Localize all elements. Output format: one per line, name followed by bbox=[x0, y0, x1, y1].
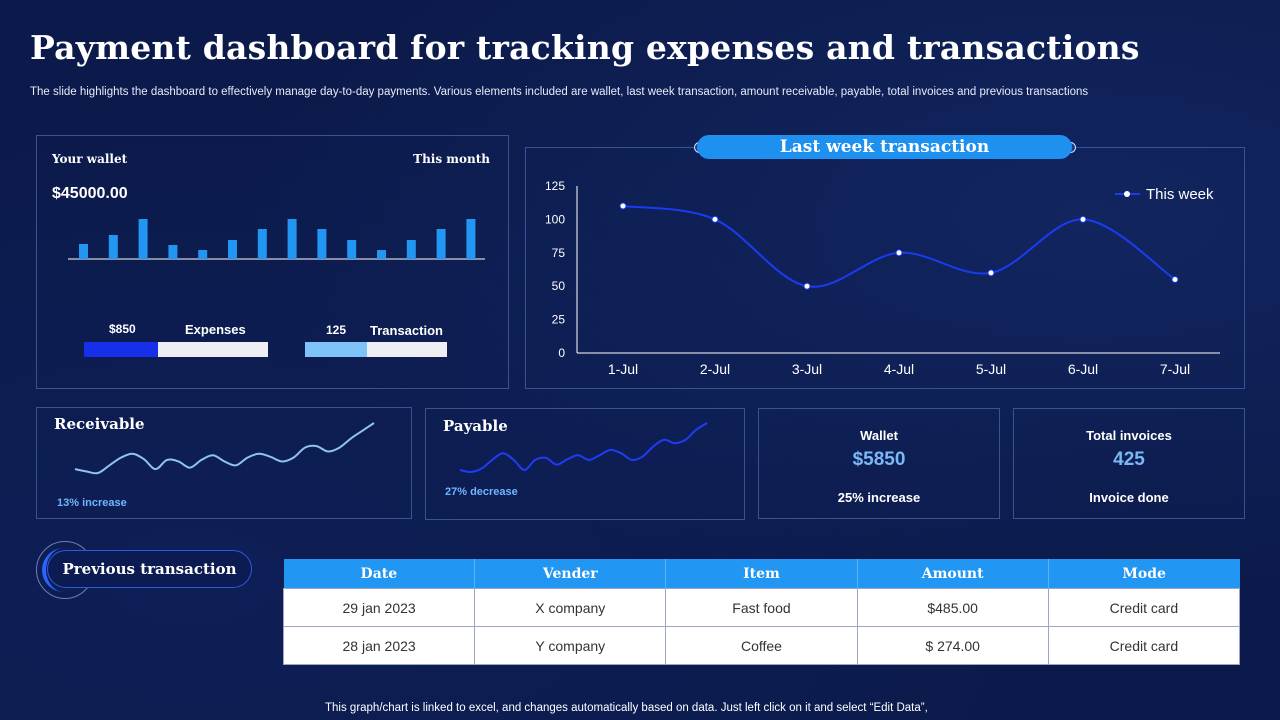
table-header-row: Date Vender Item Amount Mode bbox=[283, 559, 1240, 589]
cell-vender: Y company bbox=[474, 626, 667, 665]
receivable-title: Receivable bbox=[54, 415, 145, 433]
invoices-stat-note: Invoice done bbox=[1089, 490, 1169, 505]
wallet-bar bbox=[108, 235, 118, 259]
wallet-period: This month bbox=[413, 152, 490, 166]
wallet-amount: $45000.00 bbox=[52, 185, 128, 202]
expenses-label: Expenses bbox=[185, 322, 246, 337]
x-tick-label: 6-Jul bbox=[1068, 361, 1098, 377]
sparkline-path bbox=[459, 422, 708, 474]
cell-date: 29 jan 2023 bbox=[282, 588, 476, 627]
footer-note: This graph/chart is linked to excel, and… bbox=[325, 702, 928, 714]
wallet-bar bbox=[287, 219, 297, 259]
data-point bbox=[987, 269, 995, 277]
expenses-value: $850 bbox=[109, 322, 136, 336]
previous-arc-decoration bbox=[42, 548, 86, 592]
column-header: Vender bbox=[474, 559, 667, 589]
last-week-line-chart: 0 25 50 75 100 125 1-Jul 2-Jul 3-Jul 4-Jul 5-Jul 6-… bbox=[545, 179, 1220, 377]
table-row[interactable]: 28 jan 2023 Y company Coffee $ 274.00 Cr… bbox=[282, 626, 1241, 665]
page-subtitle: The slide highlights the dashboard to ef… bbox=[30, 86, 1089, 98]
y-tick-label: 0 bbox=[558, 346, 565, 360]
series-line-this-week bbox=[622, 205, 1176, 288]
legend-marker bbox=[1124, 191, 1130, 197]
last-week-title: Last week transaction bbox=[697, 135, 1072, 159]
y-tick-label: 50 bbox=[552, 279, 566, 293]
y-tick-label: 75 bbox=[552, 246, 566, 260]
wallet-bar bbox=[466, 219, 476, 259]
x-tick-label: 3-Jul bbox=[792, 361, 822, 377]
x-tick-label: 5-Jul bbox=[976, 361, 1006, 377]
table-row[interactable]: 29 jan 2023 X company Fast food $485.00 … bbox=[282, 588, 1241, 627]
cell-vender: X company bbox=[474, 588, 667, 627]
wallet-bar-chart bbox=[68, 219, 485, 260]
x-tick-label: 4-Jul bbox=[884, 361, 914, 377]
column-header: Amount bbox=[857, 559, 1049, 589]
x-tick-label: 1-Jul bbox=[608, 361, 638, 377]
x-tick-label: 7-Jul bbox=[1160, 361, 1190, 377]
transaction-progress bbox=[305, 342, 447, 357]
page-title: Payment dashboard for tracking expenses … bbox=[30, 28, 1140, 67]
cell-mode: Credit card bbox=[1047, 626, 1241, 665]
wallet-bar bbox=[79, 244, 88, 259]
payable-note: 27% decrease bbox=[445, 486, 518, 498]
cell-mode: Credit card bbox=[1047, 588, 1241, 627]
cell-amount: $485.00 bbox=[856, 588, 1049, 627]
wallet-bar bbox=[168, 245, 178, 259]
cell-date: 28 jan 2023 bbox=[282, 626, 476, 665]
invoices-stat-panel: Total invoices 425 Invoice done bbox=[1013, 408, 1245, 519]
transaction-progress-fill bbox=[305, 342, 368, 357]
data-point bbox=[711, 215, 719, 223]
previous-transaction-button[interactable]: Previous transaction bbox=[47, 550, 252, 588]
cell-amount: $ 274.00 bbox=[856, 626, 1049, 665]
transaction-label: Transaction bbox=[370, 323, 443, 338]
wallet-bar bbox=[257, 229, 267, 259]
receivable-note: 13% increase bbox=[57, 497, 127, 509]
y-tick-label: 125 bbox=[545, 179, 565, 193]
wallet-stat-value: $5850 bbox=[852, 449, 906, 470]
transaction-value: 125 bbox=[326, 323, 347, 337]
receivable-panel: Receivable 13% increase bbox=[36, 407, 412, 519]
column-header: Mode bbox=[1048, 559, 1240, 589]
wallet-stat-label: Wallet bbox=[860, 428, 898, 443]
wallet-bar bbox=[436, 229, 446, 259]
column-header: Item bbox=[665, 559, 858, 589]
column-header: Date bbox=[283, 559, 476, 589]
wallet-panel: Your wallet This month $45000.00 $850 Ex… bbox=[36, 135, 509, 389]
wallet-label: Your wallet bbox=[52, 152, 128, 166]
previous-transaction-table: Date Vender Item Amount Mode 29 jan 2023… bbox=[282, 559, 1241, 665]
wallet-bar bbox=[317, 229, 327, 259]
cell-item: Fast food bbox=[665, 588, 858, 627]
payable-sparkline bbox=[459, 422, 708, 474]
wallet-bar bbox=[228, 240, 237, 259]
wallet-bar bbox=[347, 240, 357, 259]
cell-item: Coffee bbox=[665, 626, 858, 665]
data-point bbox=[1079, 215, 1087, 223]
payable-panel: Payable 27% decrease bbox=[425, 408, 745, 520]
expenses-progress bbox=[84, 342, 268, 357]
wallet-stat-panel: Wallet $5850 25% increase bbox=[758, 408, 1000, 519]
data-point bbox=[895, 249, 903, 257]
receivable-sparkline bbox=[74, 422, 375, 475]
payable-title: Payable bbox=[443, 417, 508, 435]
invoices-stat-label: Total invoices bbox=[1086, 428, 1172, 443]
expenses-progress-fill bbox=[84, 342, 158, 357]
wallet-bar bbox=[138, 219, 148, 259]
wallet-stat-note: 25% increase bbox=[837, 490, 921, 505]
data-point bbox=[619, 202, 627, 210]
sparkline-path bbox=[74, 422, 375, 475]
x-tick-label: 2-Jul bbox=[700, 361, 730, 377]
legend-label: This week bbox=[1146, 186, 1214, 203]
wallet-bar bbox=[406, 240, 416, 259]
invoices-stat-value: 425 bbox=[1113, 449, 1145, 470]
wallet-bar bbox=[198, 250, 208, 259]
data-point bbox=[803, 282, 811, 290]
y-tick-label: 25 bbox=[552, 313, 566, 327]
data-point bbox=[1171, 276, 1179, 284]
wallet-bar bbox=[377, 250, 386, 259]
y-tick-label: 100 bbox=[545, 212, 565, 226]
